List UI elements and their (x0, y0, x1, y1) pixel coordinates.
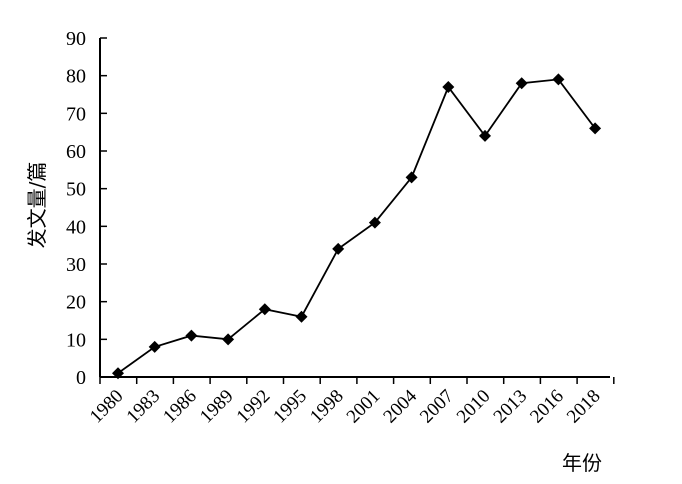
y-tick-label: 20 (66, 292, 86, 314)
y-tick-label: 0 (76, 367, 86, 389)
series-layer (112, 73, 602, 380)
x-tick-label: 1980 (86, 386, 128, 428)
x-tick-label: 1995 (269, 386, 311, 428)
x-tick-label: 1989 (196, 386, 238, 428)
x-tick-label: 2001 (343, 386, 385, 428)
x-tick-label: 2010 (453, 386, 495, 428)
data-point-marker (552, 73, 565, 86)
y-tick-label: 60 (66, 141, 86, 163)
data-point-marker (222, 333, 235, 346)
data-point-marker (589, 122, 602, 135)
data-point-marker (112, 367, 124, 380)
y-tick-label: 40 (66, 216, 86, 238)
x-tick-label: 2016 (526, 386, 568, 428)
x-tick-label: 1998 (306, 386, 348, 428)
y-tick-label: 50 (66, 179, 86, 201)
data-point-marker (405, 171, 418, 184)
x-tick-label: 2013 (490, 386, 532, 428)
x-axis-ticks: 1980198319861989199219951998200120042007… (86, 377, 615, 428)
x-tick-label: 1992 (233, 386, 275, 428)
x-tick-label: 2018 (563, 386, 605, 428)
y-tick-label: 30 (66, 254, 86, 276)
x-tick-label: 1983 (123, 386, 165, 428)
x-axis-title: 年份 (562, 451, 602, 475)
y-tick-label: 90 (66, 28, 86, 50)
data-point-marker (185, 329, 198, 342)
x-tick-label: 2004 (379, 385, 421, 427)
y-tick-label: 10 (66, 329, 86, 351)
y-axis-title: 发文量/篇 (25, 162, 49, 249)
y-tick-label: 80 (66, 66, 86, 88)
data-point-marker (368, 216, 381, 229)
data-point-marker (515, 77, 528, 90)
chart-axes (99, 38, 610, 378)
series-line (117, 78, 596, 374)
y-axis-ticks: 0 10 20 30 40 50 60 70 80 90 (66, 28, 107, 389)
data-point-marker (332, 242, 345, 255)
y-tick-label: 70 (66, 103, 86, 125)
x-tick-label: 1986 (159, 386, 201, 428)
data-point-marker (295, 310, 308, 323)
data-point-marker (258, 303, 271, 316)
data-point-marker (479, 129, 491, 142)
x-tick-label: 2007 (416, 386, 458, 428)
data-point-marker (148, 340, 161, 353)
data-point-marker (442, 80, 455, 93)
